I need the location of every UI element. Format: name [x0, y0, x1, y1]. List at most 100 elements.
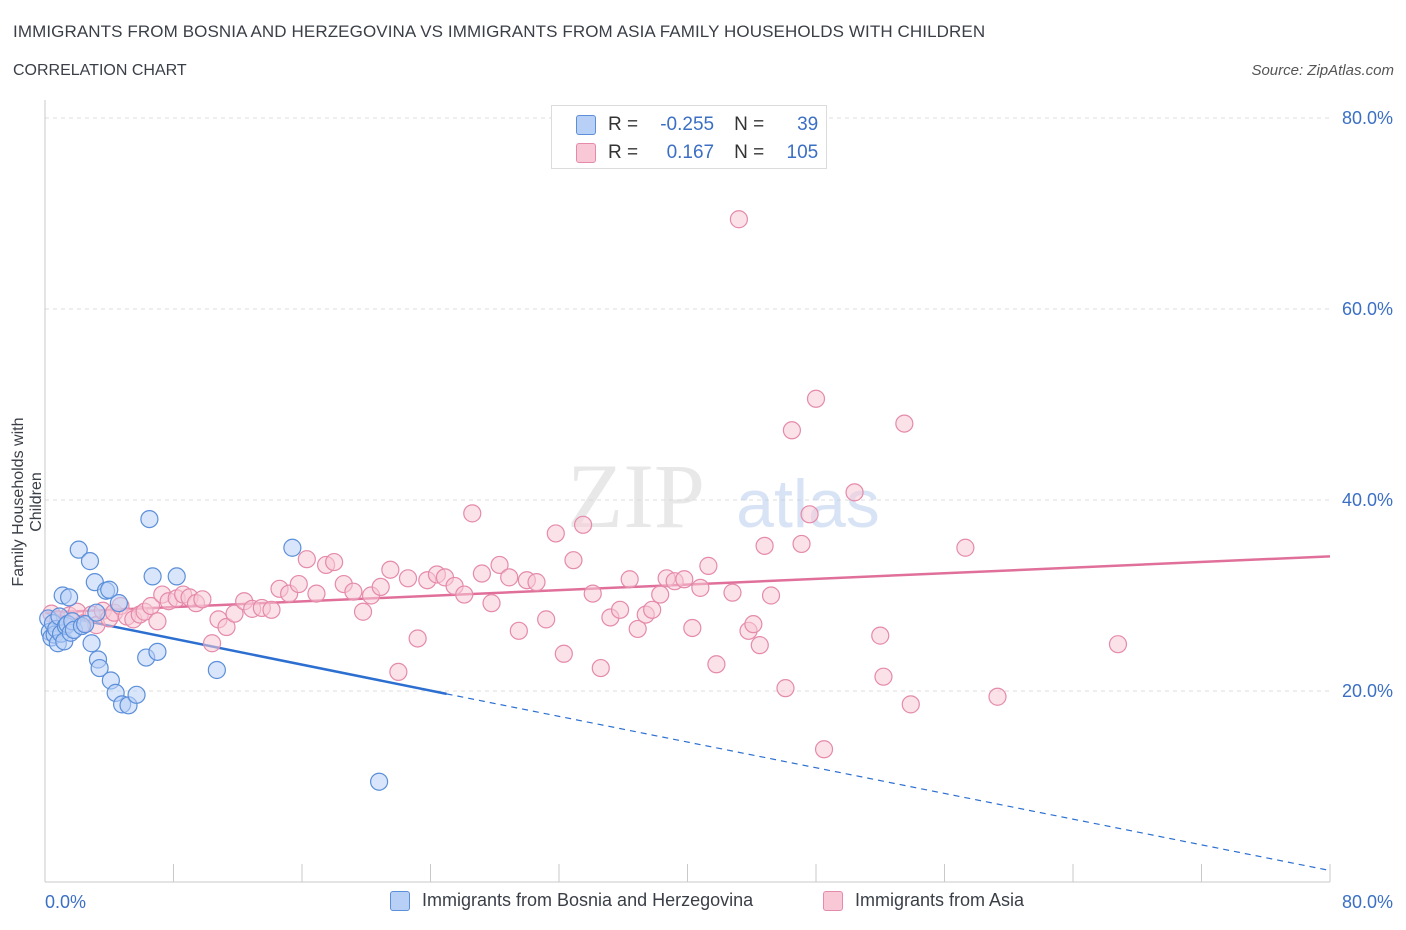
- asia-point: [509, 621, 528, 640]
- asia-point: [988, 687, 1007, 706]
- bosnia-point: [109, 594, 128, 613]
- asia-point: [546, 524, 565, 543]
- legend-r-asia: 0.167: [666, 142, 715, 163]
- legend-swatch-asia: [576, 143, 596, 163]
- asia-point: [683, 618, 702, 638]
- asia-point: [800, 505, 819, 524]
- asia-point: [729, 210, 749, 229]
- asia-point: [455, 585, 474, 604]
- bosnia-point: [140, 509, 159, 529]
- legend-row-asia: R = 0.167 N = 105: [576, 141, 818, 165]
- asia-point: [776, 679, 795, 698]
- asia-point: [583, 584, 602, 603]
- asia-point: [874, 667, 893, 686]
- asia-point: [500, 568, 519, 587]
- asia-point: [792, 534, 811, 554]
- asia-point: [1108, 635, 1128, 654]
- asia-point: [482, 594, 501, 613]
- asia-point: [344, 582, 363, 601]
- asia-point: [289, 574, 308, 594]
- asia-point: [895, 414, 914, 433]
- asia-point: [389, 662, 408, 682]
- asia-point: [307, 584, 326, 603]
- legend-n-label: N =: [734, 142, 765, 163]
- asia-point: [675, 570, 694, 589]
- bosnia-trend-extension: [446, 693, 1331, 872]
- asia-point: [707, 655, 726, 674]
- asia-point: [537, 610, 556, 629]
- bosnia-point: [80, 552, 100, 571]
- asia-point: [814, 740, 834, 759]
- legend-r-label: R =: [608, 142, 639, 163]
- y-tick-label: 20.0%: [1342, 681, 1393, 701]
- legend-n-bosnia: 39: [797, 114, 819, 135]
- stats-legend: R = -0.255 N = 39 R = 0.167 N = 105: [551, 105, 827, 169]
- bosnia-point: [167, 567, 186, 586]
- bosnia-point: [90, 658, 109, 678]
- axes: [44, 100, 1331, 883]
- legend-r-label: R =: [608, 114, 639, 135]
- watermark: ZIP atlas: [567, 445, 880, 547]
- asia-point: [871, 626, 890, 645]
- y-tick-label: 80.0%: [1342, 108, 1393, 128]
- asia-point: [490, 555, 509, 575]
- bottom-legend-swatch-bosnia: [390, 890, 410, 911]
- bosnia-points: [39, 509, 389, 791]
- asia-point: [564, 551, 583, 570]
- y-axis-label: Family Households with Children: [10, 417, 45, 587]
- x-tick-label-max: 80.0%: [1342, 892, 1393, 912]
- bosnia-point: [207, 660, 226, 680]
- chart-subtitle: CORRELATION CHART: [13, 62, 187, 79]
- legend-row-bosnia: R = -0.255 N = 39: [576, 113, 818, 137]
- source-label: Source: ZipAtlas.com: [1251, 62, 1394, 79]
- asia-point: [750, 636, 769, 655]
- asia-point: [643, 600, 662, 619]
- asia-point: [761, 586, 781, 605]
- asia-point: [956, 538, 975, 557]
- chart-title: IMMIGRANTS FROM BOSNIA AND HERZEGOVINA V…: [13, 22, 986, 41]
- bosnia-point: [59, 588, 79, 607]
- asia-point: [472, 564, 491, 583]
- asia-point: [755, 536, 774, 555]
- asia-point: [148, 612, 167, 631]
- asia-point: [381, 560, 400, 579]
- legend-n-label: N =: [734, 114, 765, 135]
- asia-point: [723, 583, 742, 602]
- asia-point: [691, 578, 710, 597]
- asia-point: [610, 600, 630, 619]
- bosnia-point: [370, 772, 389, 791]
- bottom-legend-label-asia: Immigrants from Asia: [855, 890, 1025, 910]
- watermark-atlas: atlas: [736, 466, 880, 542]
- asia-point: [217, 617, 236, 637]
- asia-point: [651, 585, 670, 604]
- y-tick-label: 40.0%: [1342, 490, 1393, 510]
- asia-point: [573, 515, 593, 534]
- asia-point: [398, 569, 418, 588]
- bottom-legend-label-bosnia: Immigrants from Bosnia and Herzegovina: [422, 890, 754, 910]
- asia-point: [141, 596, 161, 616]
- asia-point: [353, 602, 373, 621]
- bosnia-point: [76, 615, 95, 634]
- asia-point: [901, 695, 920, 714]
- asia-point: [408, 629, 427, 648]
- asia-point: [193, 590, 212, 609]
- y-tick-label: 60.0%: [1342, 299, 1393, 319]
- bosnia-point: [148, 642, 167, 661]
- x-tick-label-min: 0.0%: [45, 892, 86, 912]
- legend-r-bosnia: -0.255: [660, 114, 715, 135]
- tick-labels: 20.0% 40.0% 60.0% 80.0% 0.0% 80.0%: [45, 108, 1393, 912]
- asia-point: [620, 570, 639, 589]
- asia-point: [297, 550, 316, 569]
- bosnia-point: [143, 567, 162, 586]
- asia-point: [806, 389, 826, 408]
- asia-point: [782, 421, 802, 440]
- asia-point: [744, 615, 763, 634]
- bosnia-point: [100, 580, 119, 599]
- bosnia-point: [283, 538, 302, 557]
- asia-point: [527, 573, 546, 592]
- bottom-legend-swatch-asia: [823, 890, 843, 911]
- bosnia-point: [87, 603, 106, 622]
- asia-point: [225, 604, 244, 623]
- asia-point: [591, 658, 610, 678]
